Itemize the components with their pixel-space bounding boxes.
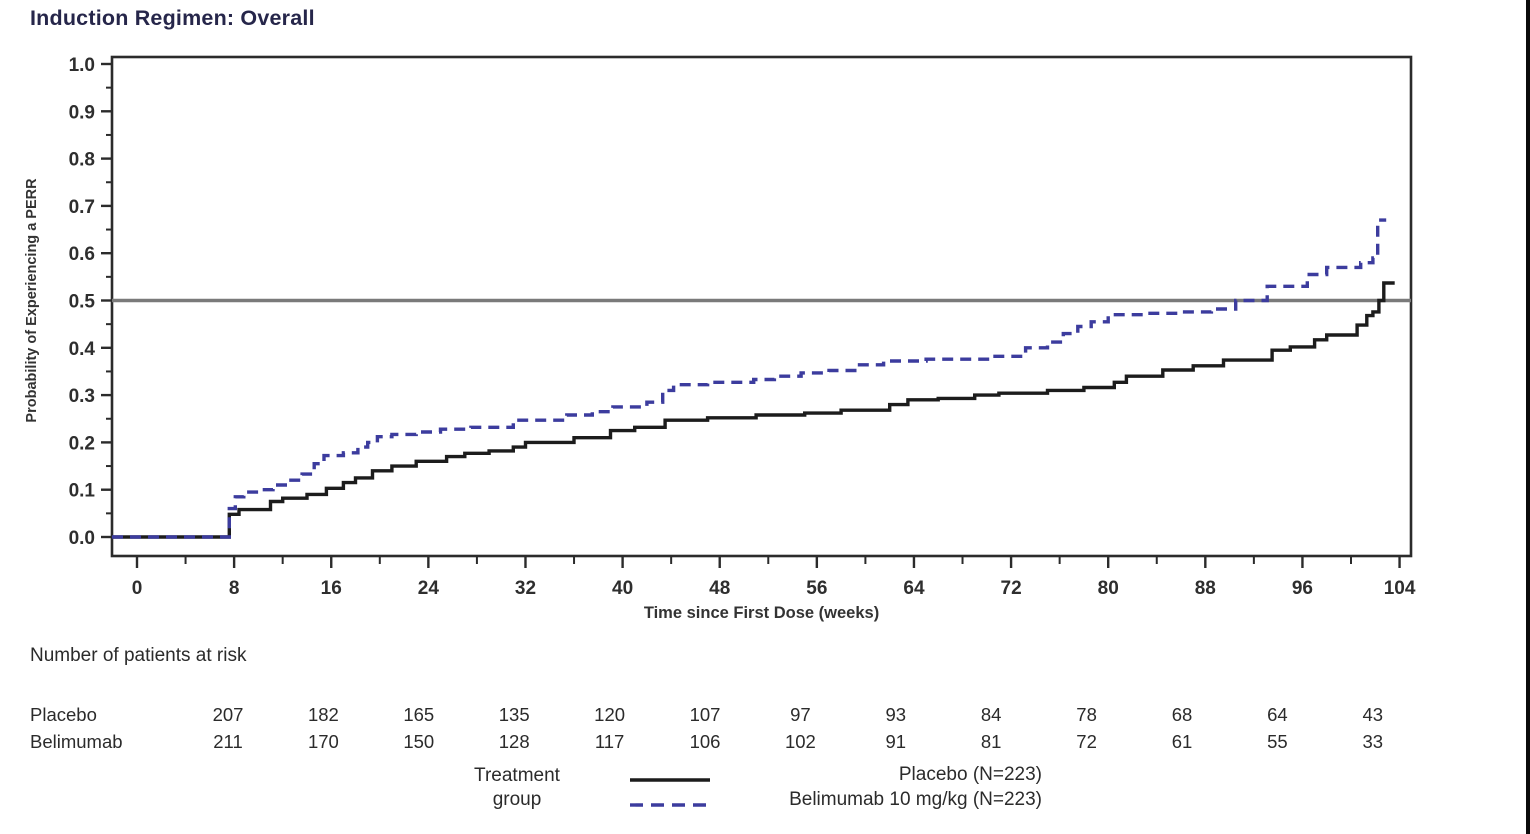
x-tick-label: 40 [612,578,633,599]
placebo-curve [112,281,1395,539]
risk-value: 93 [885,704,907,725]
risk-value: 165 [403,704,435,725]
y-tick-label: 0.1 [69,481,96,502]
legend-group-label-line1: Treatment [474,765,560,786]
km-plot-svg: 0.0 0.1 0.2 0.3 0.4 0.5 0.6 0.7 0.8 0.9 1.0 0 8 16 24 3… [24,55,1416,622]
scan-edge-artifact [1526,0,1530,834]
y-tick-label: 1.0 [69,55,95,76]
risk-value: 135 [498,704,530,725]
risk-value: 128 [498,731,530,752]
legend-entry-belimumab: Belimumab 10 mg/kg (N=223) [789,789,1042,810]
y-tick-label: 0.3 [69,386,95,407]
x-tick-label: 48 [709,578,730,599]
x-tick-label: 0 [132,578,143,599]
y-axis-label: Probability of Experiencing a PERR [24,178,40,423]
y-tick-label: 0.2 [69,433,95,454]
risk-table-heading: Number of patients at risk [30,645,247,666]
risk-value: 170 [307,731,339,752]
risk-value: 207 [212,704,244,725]
y-tick-label: 0.8 [69,150,95,171]
plot-frame [110,55,1413,558]
risk-value: 78 [1076,704,1097,725]
risk-value: 97 [790,704,811,725]
x-tick-label: 104 [1384,578,1416,599]
x-tick-label: 80 [1098,578,1119,599]
legend-group-label: Treatment group [437,764,597,812]
risk-value: 107 [689,704,721,725]
x-tick-label: 88 [1195,578,1216,599]
risk-row-label: Placebo [30,704,97,725]
y-tick-label: 0.9 [69,102,95,123]
risk-value: 102 [784,731,816,752]
x-tick-label: 64 [903,578,925,599]
risk-value: 84 [980,704,1002,725]
chart-title: Induction Regimen: Overall [30,6,315,30]
placebo-line-sample [630,778,710,782]
risk-value: 61 [1171,731,1193,752]
belimumab-curve [112,218,1387,539]
legend-group-label-line2: group [492,789,542,810]
x-tick-label: 56 [806,578,827,599]
y-tick-label: 0.6 [69,244,95,265]
x-tick-label: 32 [515,578,536,599]
risk-value: 106 [689,731,721,752]
risk-row-label: Belimumab [30,731,123,752]
belimumab-line-sample [630,803,710,807]
risk-value: 91 [885,731,907,752]
x-tick-label: 96 [1292,578,1313,599]
risk-value: 72 [1076,731,1097,752]
y-tick-label: 0.0 [69,528,95,549]
risk-value: 43 [1362,704,1384,725]
x-tick-label: 16 [321,578,342,599]
risk-value: 211 [213,731,243,752]
y-tick-label: 0.4 [69,339,96,360]
risk-value: 64 [1267,704,1288,725]
risk-value: 150 [403,731,435,752]
x-tick-label: 72 [1001,578,1022,599]
x-axis-label: Time since First Dose (weeks) [644,604,879,622]
legend-entry-placebo: Placebo (N=223) [898,764,1042,785]
risk-value: 33 [1362,731,1384,752]
x-tick-label: 8 [229,578,240,599]
risk-value: 120 [594,704,626,725]
y-tick-label: 0.5 [69,292,96,313]
y-tick-label: 0.7 [69,197,95,218]
risk-value: 81 [980,731,1002,752]
risk-value: 68 [1171,704,1193,725]
risk-value: 182 [307,704,339,725]
x-tick-label: 24 [418,578,440,599]
risk-value: 117 [594,731,625,752]
risk-value: 55 [1267,731,1288,752]
